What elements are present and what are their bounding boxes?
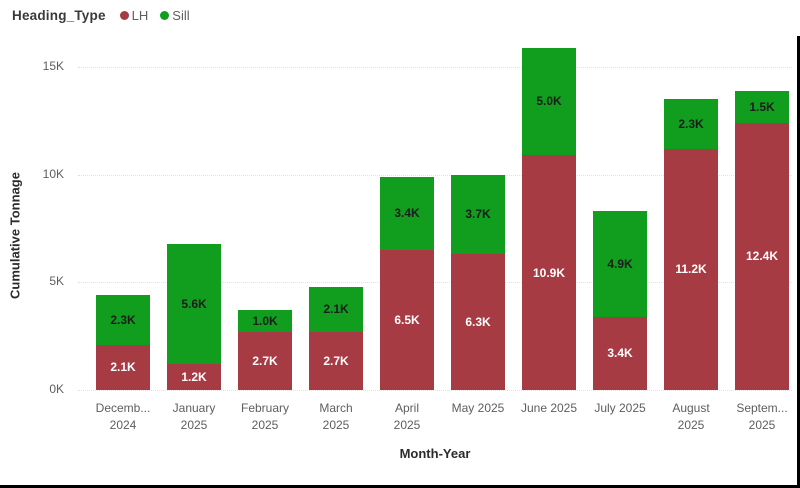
bar-data-label: 3.4K xyxy=(394,206,420,221)
bar-data-label: 12.4K xyxy=(745,249,779,264)
bar-data-label: 2.3K xyxy=(678,117,704,132)
bar-segment-lh-8[interactable]: 3.4K xyxy=(593,316,647,390)
x-axis-category-label: January 2025 xyxy=(172,401,216,432)
bar-data-label: 11.2K xyxy=(675,262,707,277)
bar-data-label: 4.9K xyxy=(607,257,633,272)
frame-border-bottom xyxy=(0,485,800,488)
bar-segment-sill-4[interactable]: 2.1K xyxy=(309,286,363,332)
bar-segment-lh-9[interactable]: 11.2K xyxy=(664,148,718,390)
x-axis-category-label: February 2025 xyxy=(240,401,290,432)
bar-segment-sill-9[interactable]: 2.3K xyxy=(664,99,718,149)
gridline xyxy=(78,174,792,176)
x-axis-title: Month-Year xyxy=(399,446,471,461)
bar-segment-sill-10[interactable]: 1.5K xyxy=(735,90,789,123)
bar-segment-lh-10[interactable]: 12.4K xyxy=(735,122,789,390)
y-axis-tick-label: 15K xyxy=(42,59,64,73)
gridline xyxy=(78,390,792,391)
bar-data-label: 3.7K xyxy=(465,207,491,222)
y-axis-tick-label: 5K xyxy=(49,274,64,289)
bar-segment-sill-3[interactable]: 1.0K xyxy=(238,310,292,332)
frame-border-right xyxy=(797,36,800,488)
y-axis-tick-label: 0K xyxy=(49,382,64,396)
y-axis-tick-label: 10K xyxy=(42,166,64,181)
bar-segment-sill-8[interactable]: 4.9K xyxy=(593,211,647,317)
bar-data-label: 2.1K xyxy=(323,302,349,317)
legend-item-label: LH xyxy=(131,8,149,23)
bar-data-label: 1.5K xyxy=(749,99,775,114)
bar-data-label: 2.3K xyxy=(110,313,136,327)
gridline xyxy=(78,67,792,68)
bar-segment-lh-2[interactable]: 1.2K xyxy=(167,364,221,390)
legend: Heading_Type LH Sill xyxy=(12,8,190,23)
bar-segment-lh-5[interactable]: 6.5K xyxy=(380,250,434,390)
bar-data-label: 3.4K xyxy=(607,346,633,361)
legend-title: Heading_Type xyxy=(12,8,106,23)
y-axis-title: Cumulative Tonnage xyxy=(7,172,23,299)
bar-data-label: 5.6K xyxy=(181,296,207,311)
x-axis-category-label: August 2025 xyxy=(672,401,710,432)
bar-segment-sill-5[interactable]: 3.4K xyxy=(380,176,434,251)
bar-segment-sill-7[interactable]: 5.0K xyxy=(522,47,576,156)
x-axis-category-label: July 2025 xyxy=(594,401,646,415)
bar-data-label: 2.1K xyxy=(110,360,136,375)
x-axis-category-label: Decemb... 2024 xyxy=(95,401,151,432)
legend-item-lh[interactable]: LH xyxy=(119,8,149,23)
bar-data-label: 5.0K xyxy=(536,94,562,109)
legend-dot-sill xyxy=(160,11,170,20)
legend-dot-lh xyxy=(119,11,129,20)
bar-data-label: 6.3K xyxy=(465,315,491,330)
bar-data-label: 1.0K xyxy=(252,314,278,329)
bar-data-label: 6.5K xyxy=(394,313,420,327)
x-axis-category-label: Septem... 2025 xyxy=(736,401,788,432)
bar-segment-sill-1[interactable]: 2.3K xyxy=(96,295,150,345)
bar-segment-sill-6[interactable]: 3.7K xyxy=(451,174,505,255)
bar-data-label: 2.7K xyxy=(323,353,349,368)
bar-data-label: 10.9K xyxy=(532,265,566,280)
legend-item-label: Sill xyxy=(172,8,190,23)
legend-item-sill[interactable]: Sill xyxy=(160,8,190,23)
bar-data-label: 2.7K xyxy=(252,353,278,368)
x-axis-category-label: April 2025 xyxy=(393,401,421,432)
gridline xyxy=(78,282,792,284)
bar-data-label: 1.2K xyxy=(181,370,207,385)
bar-segment-lh-4[interactable]: 2.7K xyxy=(309,331,363,390)
bar-segment-lh-7[interactable]: 10.9K xyxy=(522,155,576,390)
legend-items: LH Sill xyxy=(119,8,190,23)
x-axis-category-label: June 2025 xyxy=(520,401,578,415)
x-axis-category-label: March 2025 xyxy=(319,401,353,432)
bar-segment-lh-1[interactable]: 2.1K xyxy=(96,344,150,390)
bar-segment-sill-2[interactable]: 5.6K xyxy=(167,243,221,365)
x-axis-category-label: May 2025 xyxy=(451,401,505,415)
bar-segment-lh-3[interactable]: 2.7K xyxy=(238,331,292,390)
bar-segment-lh-6[interactable]: 6.3K xyxy=(451,254,505,390)
